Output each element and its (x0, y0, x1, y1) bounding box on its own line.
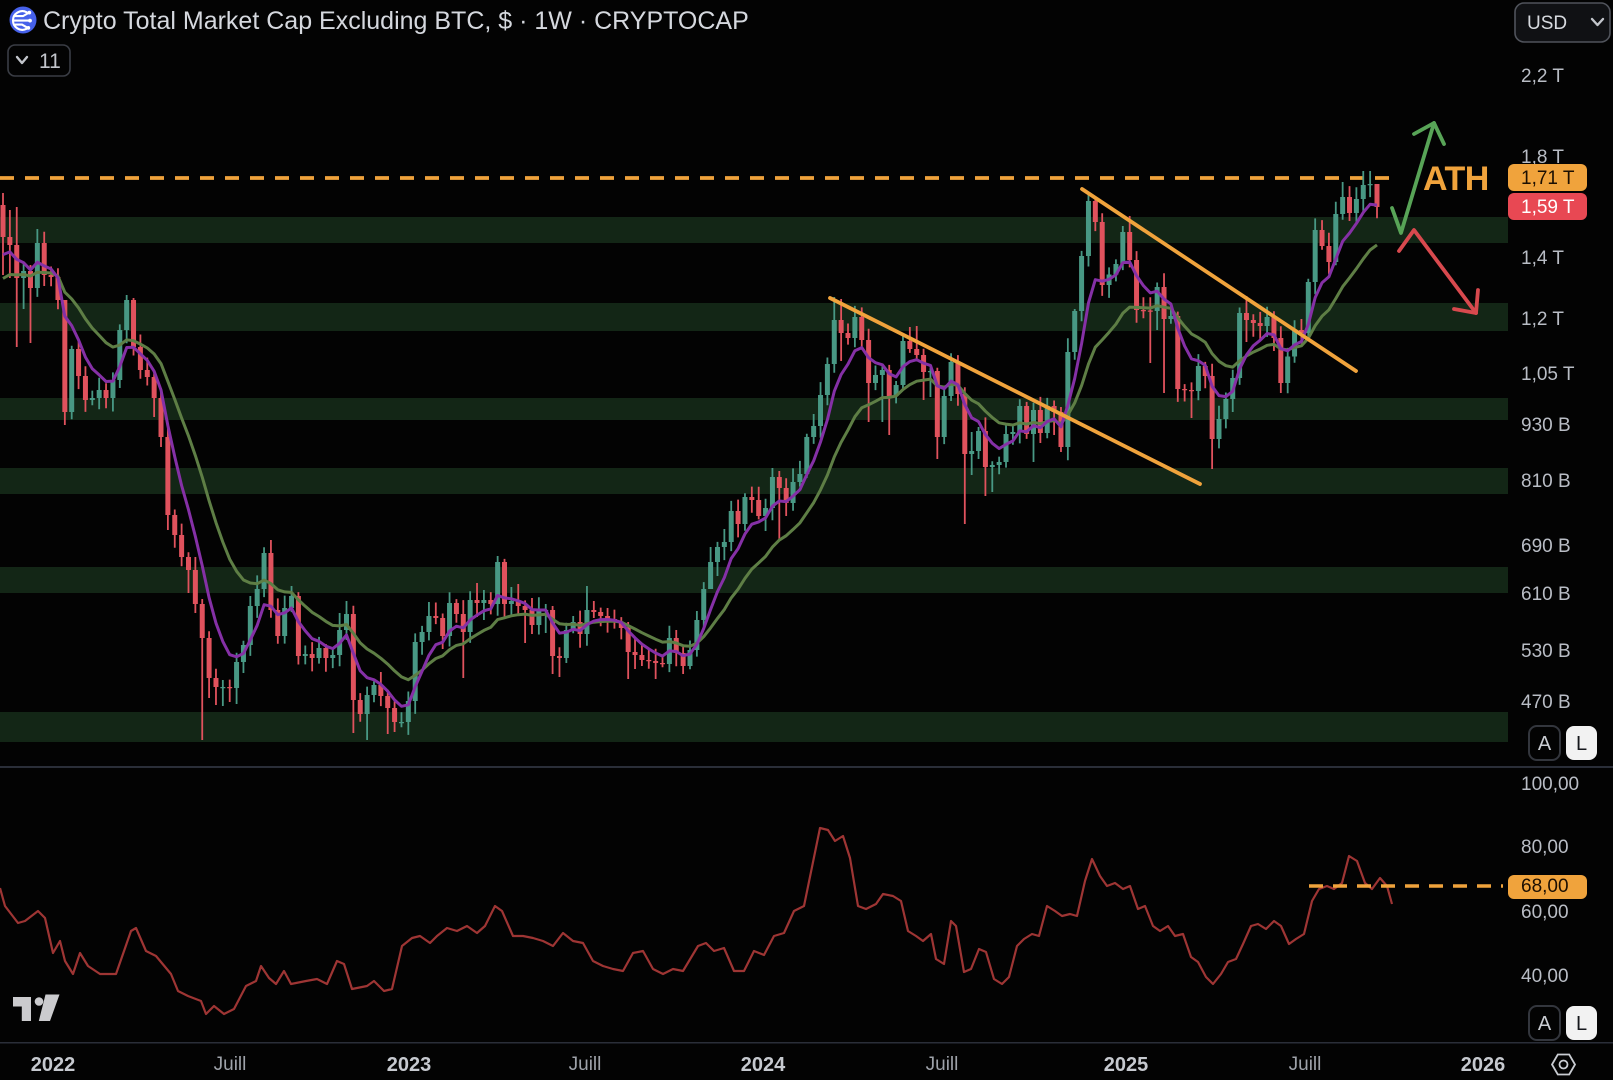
svg-text:530 B: 530 B (1521, 641, 1571, 662)
svg-text:1,4 T: 1,4 T (1521, 248, 1564, 269)
svg-text:Juill: Juill (926, 1054, 959, 1075)
svg-text:80,00: 80,00 (1521, 837, 1569, 858)
svg-text:Juill: Juill (569, 1054, 602, 1075)
svg-text:2023: 2023 (387, 1054, 432, 1076)
svg-text:L: L (1576, 733, 1587, 755)
svg-text:810 B: 810 B (1521, 471, 1571, 492)
svg-text:2025: 2025 (1104, 1054, 1149, 1076)
svg-text:1,8 T: 1,8 T (1521, 147, 1564, 168)
svg-text:Juill: Juill (214, 1054, 247, 1075)
svg-text:2024: 2024 (741, 1054, 786, 1076)
svg-text:1,05 T: 1,05 T (1521, 364, 1575, 385)
svg-text:L: L (1576, 1013, 1587, 1035)
svg-text:40,00: 40,00 (1521, 966, 1569, 987)
svg-text:610 B: 610 B (1521, 584, 1571, 605)
svg-text:100,00: 100,00 (1521, 774, 1579, 795)
svg-text:930 B: 930 B (1521, 415, 1571, 436)
svg-text:A: A (1538, 1013, 1552, 1035)
svg-text:470 B: 470 B (1521, 692, 1571, 713)
svg-text:2022: 2022 (31, 1054, 76, 1076)
svg-text:690 B: 690 B (1521, 536, 1571, 557)
svg-text:1,59 T: 1,59 T (1521, 197, 1575, 218)
svg-text:Juill: Juill (1289, 1054, 1322, 1075)
svg-text:ATH: ATH (1423, 160, 1489, 198)
svg-text:USD: USD (1527, 13, 1567, 34)
svg-text:Crypto Total Market Cap Exclud: Crypto Total Market Cap Excluding BTC, $… (43, 7, 749, 35)
svg-text:1,71 T: 1,71 T (1521, 168, 1575, 189)
svg-text:2,2 T: 2,2 T (1521, 66, 1564, 87)
svg-text:60,00: 60,00 (1521, 902, 1569, 923)
svg-text:A: A (1538, 733, 1552, 755)
svg-text:2026: 2026 (1461, 1054, 1506, 1076)
svg-text:11: 11 (39, 50, 61, 73)
svg-text:68,00: 68,00 (1521, 876, 1569, 897)
svg-text:1,2 T: 1,2 T (1521, 309, 1564, 330)
